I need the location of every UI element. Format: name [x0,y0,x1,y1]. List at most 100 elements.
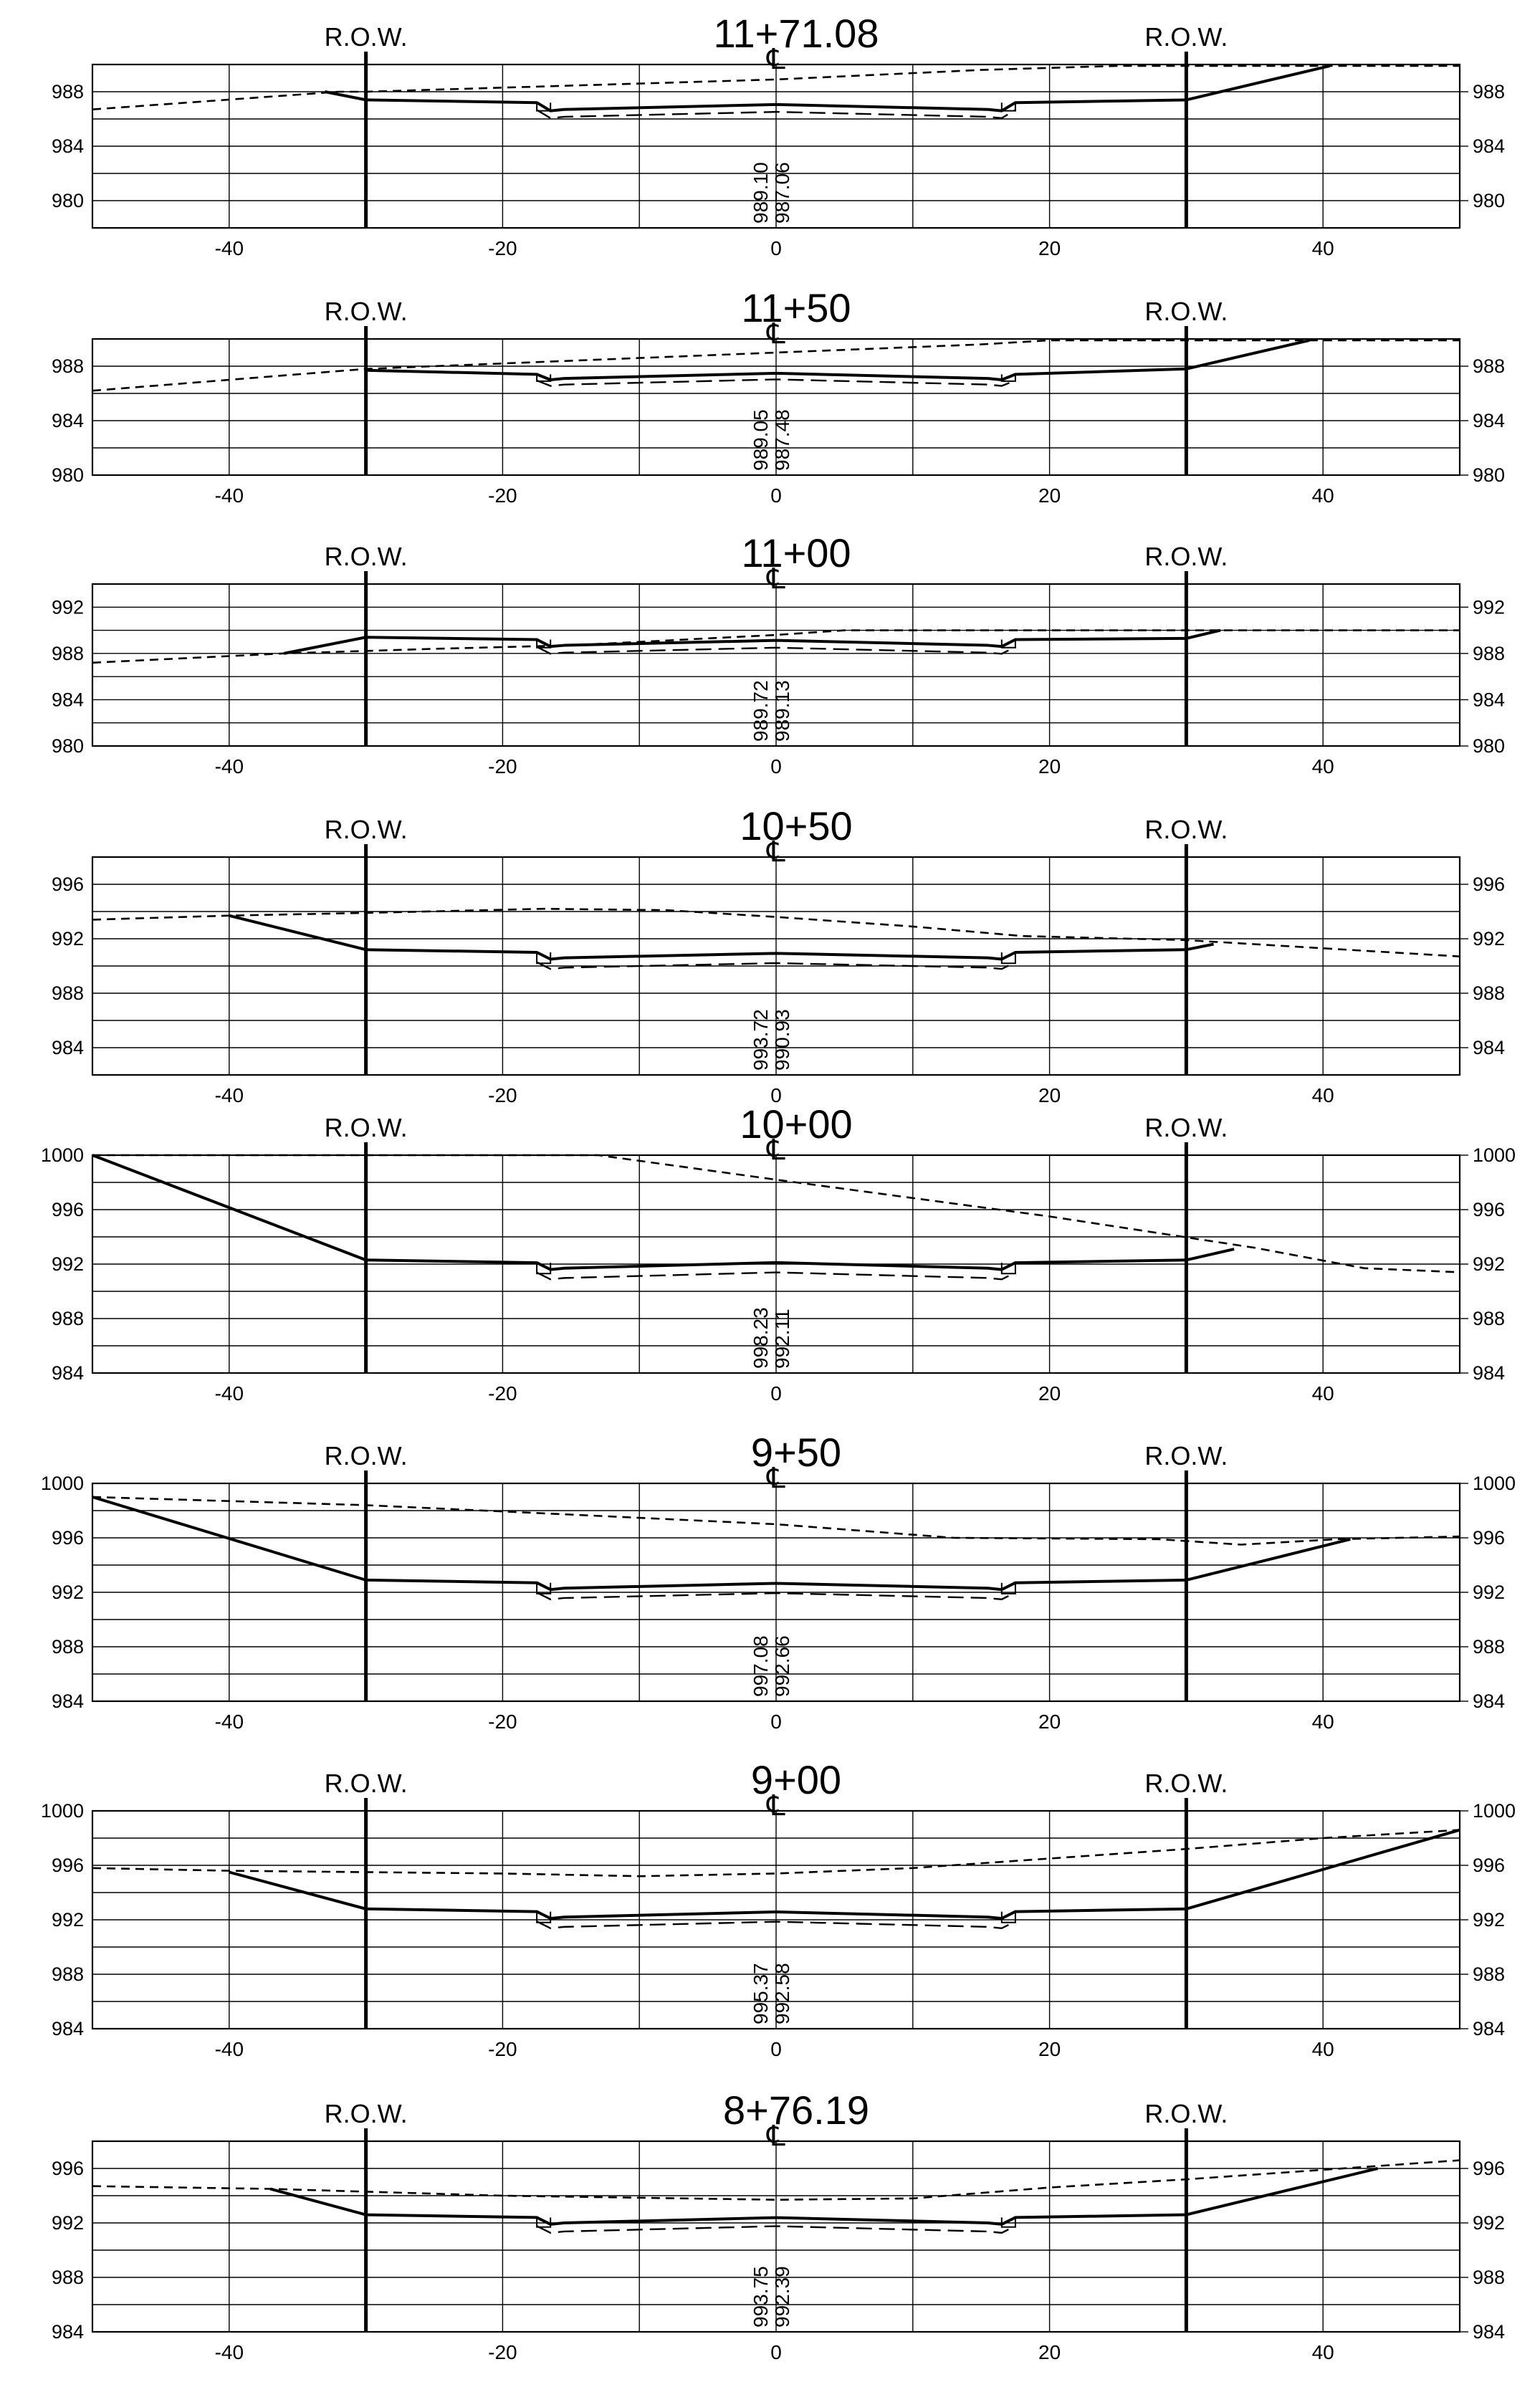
station-label: 8+76.19 [723,2087,869,2133]
elevation-label-right: 988 [1473,355,1505,377]
row-label-right: R.O.W. [1144,2099,1228,2128]
elevation-label-right: 984 [1473,689,1505,710]
curb-left [536,102,552,112]
elevation-label-left: 980 [52,190,84,211]
elevation-label-right: 988 [1473,81,1505,102]
design-profile-line [229,1828,1460,1921]
offset-label: 20 [1038,484,1061,507]
grid [92,1155,1460,1373]
pavement-layer [536,1592,1016,1601]
station-label: 11+00 [741,530,851,575]
elevation-label-left: 992 [52,596,84,618]
elevation-label-left: 988 [52,81,84,102]
offset-label: 20 [1038,237,1061,259]
offset-label: -40 [215,755,244,778]
offset-label: -20 [488,755,517,778]
elevation-label-right: 996 [1473,874,1505,895]
elevation-label-left: 992 [52,2212,84,2234]
offset-label: -40 [215,484,244,507]
elevation-label-right: 988 [1473,643,1505,664]
elevation-label-left: 980 [52,735,84,757]
elevation-label-left: 988 [52,1964,84,1985]
curb-right [1000,374,1016,382]
existing-ground-line [92,629,1460,664]
elevation-label-right: 996 [1473,2158,1505,2179]
elevation-label-left: 996 [52,874,84,895]
pavement-layer [536,378,1016,387]
pavement-layer [536,646,1016,655]
row-label-left: R.O.W. [325,2099,408,2128]
offset-label: 20 [1038,2341,1061,2363]
design-profile-line [365,338,1310,381]
elevation-label-right: 1000 [1473,1144,1516,1166]
grid [92,2141,1460,2332]
offset-label: 0 [770,1711,782,1733]
elevation-label-right: 984 [1473,1362,1505,1384]
elevation-label-left: 992 [52,1253,84,1275]
design-profile-line [92,1496,1351,1592]
design-profile-line [283,628,1221,655]
plot-frame [91,583,1461,747]
offset-label: 20 [1038,1382,1061,1405]
curb-left [536,1263,552,1275]
elevation-label-left: 996 [52,2158,84,2179]
existing-ground-line [92,64,1460,110]
elevation-label-left: 988 [52,1308,84,1329]
elevation-label-left: 980 [52,464,84,486]
elevation-label-left: 996 [52,1855,84,1876]
elevation-label-right: 984 [1473,135,1505,157]
grade-elevation-label: 992.66 [771,1635,793,1697]
centerline-symbol: ℄ [766,44,785,75]
elevation-label-left: 988 [52,2267,84,2288]
cross-section-3: 992 992 988 988 984 984 980 980 -40 -20 0 20 40 R.O.W… [52,530,1505,778]
row-label-right: R.O.W. [1144,1441,1228,1470]
cross-section-6: 1000 1000 996 996 992 992 988 988 984 984 -40 -20 0 2… [41,1430,1516,1733]
pavement-layer [536,2225,1016,2234]
elevation-label-right: 988 [1473,2267,1505,2288]
elevation-label-left: 988 [52,982,84,1004]
offset-label: 0 [770,1382,782,1405]
centerline-symbol: ℄ [766,318,785,350]
row-label-left: R.O.W. [325,815,408,844]
pavement-layer [536,1921,1016,1930]
elevation-label-right: 988 [1473,1964,1505,1985]
ground-elevation-label: 989.72 [750,680,772,742]
offset-label: 40 [1312,755,1334,778]
offset-label: -40 [215,2341,244,2363]
curb-left [536,2217,552,2228]
elevation-label-left: 996 [52,1527,84,1549]
ground-elevation-label: 995.37 [750,1963,772,2024]
elevation-label-right: 1000 [1473,1800,1516,1822]
elevation-label-left: 992 [52,928,84,950]
offset-label: 20 [1038,755,1061,778]
offset-label: -20 [488,2038,517,2060]
pavement-layer [536,1271,1016,1281]
elevation-label-right: 996 [1473,1199,1505,1220]
station-label: 9+50 [751,1430,841,1475]
elevation-label-left: 984 [52,2321,84,2343]
plot-frame [91,856,1461,1076]
elevation-label-left: 984 [52,2018,84,2039]
cross-section-2: 988 988 984 984 980 980 -40 -20 0 20 40 R.O.W. R.O.W… [52,285,1505,507]
cross-section-4: 996 996 992 992 988 988 984 984 -40 -20 0 20 40 R.O.W… [52,803,1505,1106]
elevation-label-left: 984 [52,1690,84,1712]
row-label-left: R.O.W. [325,1441,408,1470]
elevation-label-right: 984 [1473,2321,1505,2343]
offset-label: 0 [770,1084,782,1106]
curb-right [1000,2217,1016,2228]
ground-elevation-label: 993.75 [750,2266,772,2328]
grade-elevation-label: 990.93 [771,1009,793,1071]
centerline-symbol: ℄ [766,1134,785,1166]
offset-label: -20 [488,2341,517,2363]
elevation-label-left: 996 [52,1199,84,1220]
offset-label: 0 [770,2341,782,2363]
row-label-left: R.O.W. [325,22,408,52]
design-profile-line [92,1154,1235,1271]
elevation-label-right: 984 [1473,1690,1505,1712]
elevation-label-right: 992 [1473,2212,1505,2234]
design-profile-line [229,914,1214,961]
offset-label: -40 [215,1382,244,1405]
cross-section-7: 1000 1000 996 996 992 992 988 988 984 984 -40 -20 0 2… [41,1757,1516,2060]
grade-elevation-label: 987.06 [771,162,793,224]
elevation-label-right: 992 [1473,928,1505,950]
